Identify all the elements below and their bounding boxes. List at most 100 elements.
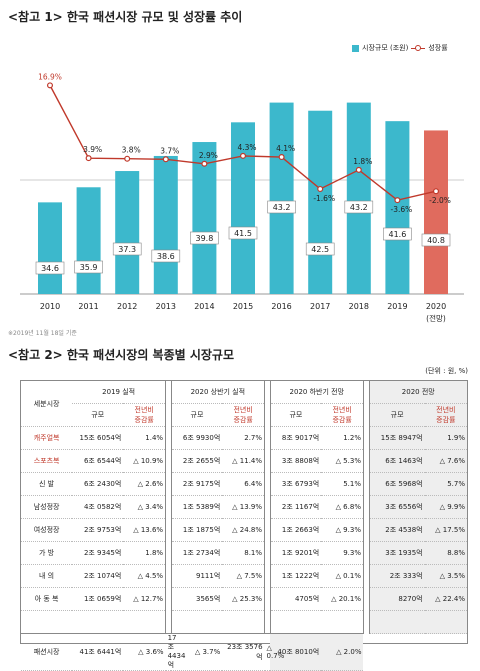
scale-cell: 3조 1935억 bbox=[369, 541, 425, 565]
table-row: 아 동 복 1조 0659억 △ 12.7% 3565억 △ 25.3% 4705억 △ 2… bbox=[21, 587, 467, 611]
scale-cell: 3565억 bbox=[171, 587, 223, 611]
rate-cell: 5.7% bbox=[424, 472, 467, 496]
header-scale: 규모 bbox=[369, 403, 425, 427]
growth-point-2017 bbox=[317, 185, 324, 192]
rate-cell: △ 12.7% bbox=[123, 587, 166, 611]
rate-cell: △ 25.3% bbox=[222, 587, 265, 611]
table-unit: (단위 : 원, %) bbox=[425, 367, 468, 375]
segment-name: 내 의 bbox=[21, 564, 73, 588]
scale-cell: 1조 0659억 bbox=[72, 587, 124, 611]
growth-label-2019: -3.6% bbox=[391, 205, 413, 214]
table-row: 캐주얼복 15조 6054억 1.4% 6조 9930억 2.7% 8조 9017억 1.2… bbox=[21, 426, 467, 450]
growth-label-2012: 3.8% bbox=[122, 146, 141, 155]
segment-name: 아 동 복 bbox=[21, 587, 73, 611]
x-tick-2018: 2018 bbox=[349, 302, 369, 311]
header-scale: 규모 bbox=[171, 403, 223, 427]
rate-cell: △ 0.1% bbox=[321, 564, 364, 588]
rate-cell: △ 3.7% bbox=[171, 633, 223, 671]
scale-cell: 8조 9017억 bbox=[270, 426, 322, 450]
growth-point-2013 bbox=[162, 156, 169, 163]
growth-label-2016: 4.1% bbox=[276, 144, 295, 153]
rate-cell: △ 24.8% bbox=[222, 518, 265, 542]
growth-point-2018 bbox=[355, 166, 362, 173]
segment-name: 가 방 bbox=[21, 541, 73, 565]
rate-cell: △ 6.8% bbox=[321, 495, 364, 519]
scale-cell: 6조 6544억 bbox=[72, 449, 124, 473]
scale-cell: 2조 9345억 bbox=[72, 541, 124, 565]
spacer-cell bbox=[171, 610, 223, 634]
x-tick-2017: 2017 bbox=[310, 302, 330, 311]
chart-title: <참고 1> 한국 패션시장 규모 및 성장률 추이 bbox=[8, 10, 243, 24]
x-tick-2010: 2010 bbox=[40, 302, 60, 311]
scale-cell: 9111억 bbox=[171, 564, 223, 588]
bar-label-2010: 34.6 bbox=[41, 264, 59, 273]
scale-cell: 23조 3576억 bbox=[222, 633, 265, 671]
bar-label-box-2014 bbox=[190, 231, 219, 245]
scale-cell: 6조 5968억 bbox=[369, 472, 425, 496]
growth-point-2015 bbox=[240, 152, 247, 159]
bar-2014 bbox=[192, 142, 217, 294]
x-sublabel-2020: (전망) bbox=[426, 313, 446, 323]
scale-cell: 2조 4538억 bbox=[369, 518, 425, 542]
scale-cell: 3조 6793억 bbox=[270, 472, 322, 496]
x-tick-2012: 2012 bbox=[117, 302, 137, 311]
scale-cell: 2조 9753억 bbox=[72, 518, 124, 542]
scale-cell: 1조 1875억 bbox=[171, 518, 223, 542]
scale-cell: 8270억 bbox=[369, 587, 425, 611]
bar-label-2019: 41.6 bbox=[388, 230, 406, 239]
growth-label-2018: 1.8% bbox=[353, 157, 372, 166]
growth-point-2014 bbox=[201, 160, 208, 167]
bar-label-2016: 43.2 bbox=[273, 203, 291, 212]
bar-label-box-2020 bbox=[421, 233, 451, 247]
x-tick-2020: 2020 bbox=[426, 302, 446, 311]
bar-label-box-2011 bbox=[74, 260, 103, 274]
bar-2020 bbox=[424, 130, 448, 294]
bar-2015 bbox=[231, 122, 255, 294]
growth-label-2010: 16.9% bbox=[38, 72, 62, 81]
growth-point-2010 bbox=[46, 82, 53, 89]
rate-cell: △ 3.5% bbox=[424, 564, 467, 588]
bar-label-2018: 43.2 bbox=[350, 203, 368, 212]
x-tick-2019: 2019 bbox=[387, 302, 407, 311]
spacer-cell bbox=[123, 610, 166, 634]
bar-label-2013: 38.6 bbox=[157, 252, 175, 261]
spacer-cell bbox=[424, 610, 467, 634]
rate-cell: 2.7% bbox=[222, 426, 265, 450]
header-rate: 전년비 증감률 bbox=[123, 403, 166, 427]
table-row: 내 의 2조 1074억 △ 4.5% 9111억 △ 7.5% 1조 1222억 △ 0.… bbox=[21, 564, 467, 588]
table-row: 가 방 2조 9345억 1.8% 1조 2734억 8.1% 1조 9201억 9.3% 3… bbox=[21, 541, 467, 565]
growth-label-2014: 2.9% bbox=[199, 151, 218, 160]
scale-cell: 4조 0582억 bbox=[72, 495, 124, 519]
header-period: 2019 실적 bbox=[72, 381, 166, 404]
scale-cell: 1조 2663억 bbox=[270, 518, 322, 542]
rate-cell: 1.9% bbox=[424, 426, 467, 450]
bar-2012 bbox=[115, 171, 140, 294]
spacer-cell bbox=[270, 610, 322, 634]
x-tick-2014: 2014 bbox=[194, 302, 214, 311]
scale-cell: 41조 6441억 bbox=[72, 633, 124, 671]
column-gap bbox=[165, 381, 172, 634]
scale-cell: 3조 8808억 bbox=[270, 449, 322, 473]
rate-cell: △ 9.3% bbox=[321, 518, 364, 542]
growth-point-2016 bbox=[278, 154, 285, 161]
rate-cell: 6.4% bbox=[222, 472, 265, 496]
bar-label-box-2010 bbox=[35, 261, 65, 275]
growth-point-2019 bbox=[394, 197, 401, 204]
rate-cell: 1.4% bbox=[123, 426, 166, 450]
x-tick-2013: 2013 bbox=[156, 302, 176, 311]
rate-cell: △ 7.5% bbox=[222, 564, 265, 588]
legend-line-label: 성장률 bbox=[428, 44, 448, 52]
rate-cell: △ 7.6% bbox=[424, 449, 467, 473]
chart-legend: 시장규모 (조원) 성장률 bbox=[352, 43, 448, 53]
bar-2011 bbox=[76, 187, 101, 294]
rate-cell: 1.8% bbox=[123, 541, 166, 565]
header-period: 2020 하반기 전망 bbox=[270, 381, 364, 404]
scale-cell: 1조 2734억 bbox=[171, 541, 223, 565]
table-row: 스포츠복 6조 6544억 △ 10.9% 2조 2655억 △ 11.4% 3조 880… bbox=[21, 449, 467, 473]
segment-name: 스포츠복 bbox=[21, 449, 73, 473]
header-scale: 규모 bbox=[270, 403, 322, 427]
scale-cell: 15조 8947억 bbox=[369, 426, 425, 450]
rate-cell: △ 4.5% bbox=[123, 564, 166, 588]
scale-cell: 2조 333억 bbox=[369, 564, 425, 588]
rate-cell: △ 3.4% bbox=[123, 495, 166, 519]
